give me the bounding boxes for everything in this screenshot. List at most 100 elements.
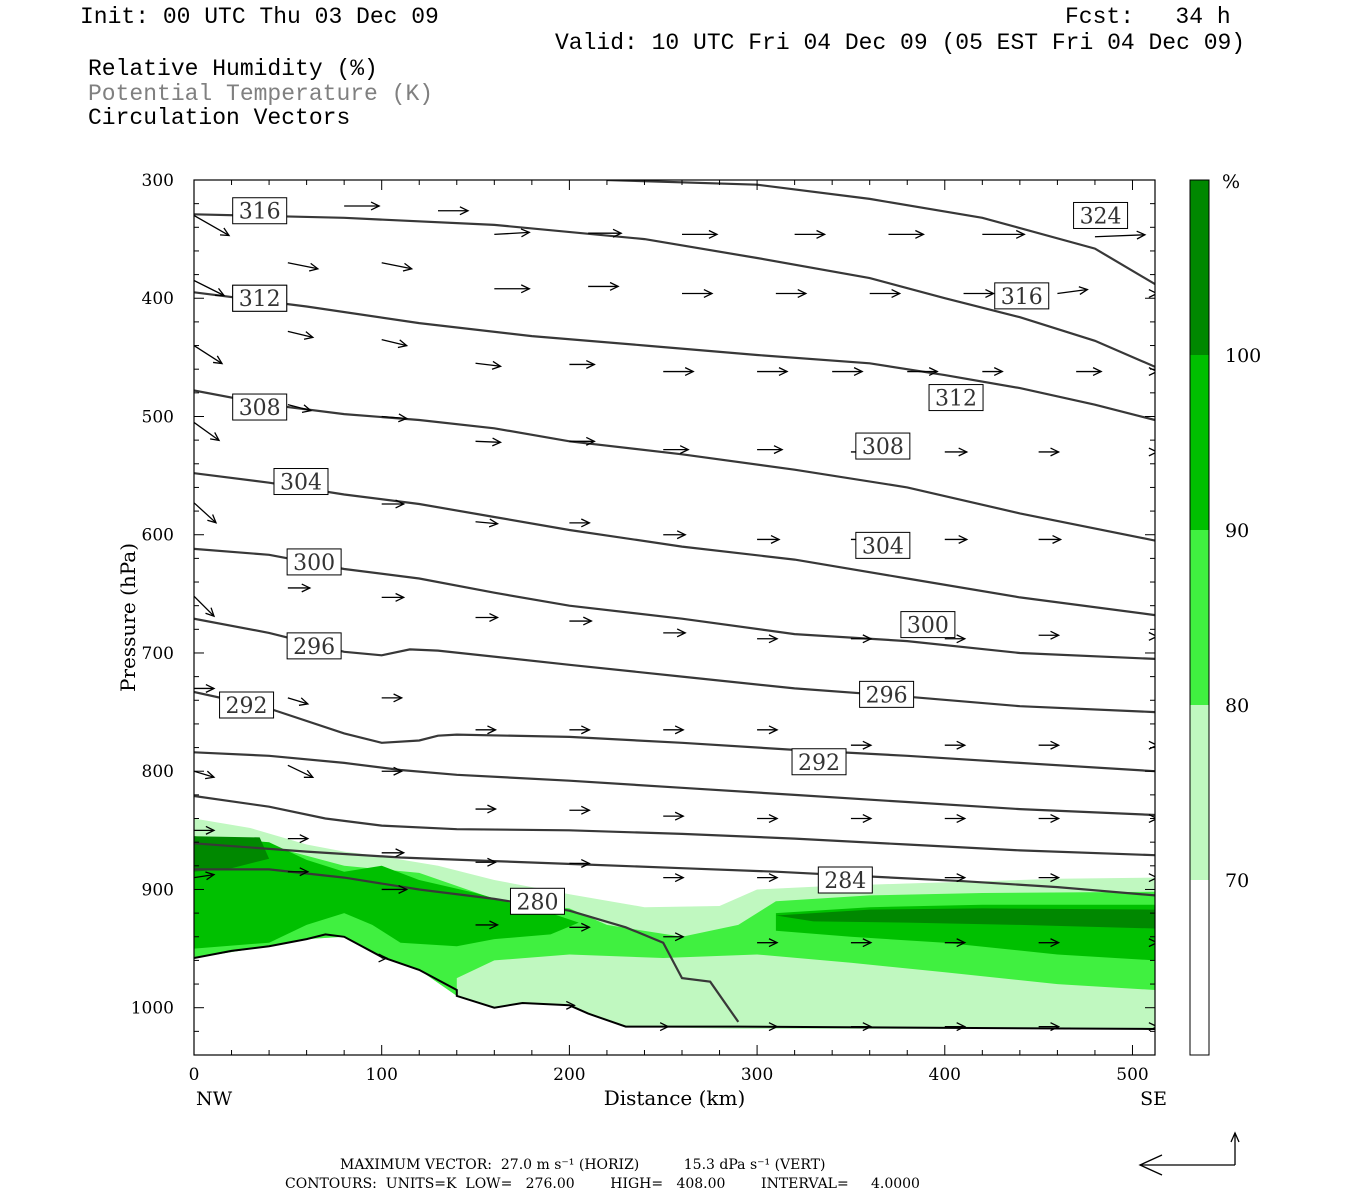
circulation-vector [1038, 534, 1063, 544]
vector-head [566, 1000, 576, 1010]
x-tick-label: 200 [553, 1065, 585, 1085]
vector-shaft [1094, 234, 1145, 238]
isentrope-label-text: 296 [866, 683, 908, 708]
vector-head [207, 514, 218, 524]
circulation-vector [659, 1022, 670, 1032]
y-tick-label: 900 [142, 880, 174, 900]
colorbar-label: 80 [1225, 695, 1249, 717]
circulation-vector [832, 367, 864, 377]
x-axis-title: Distance (km) [604, 1086, 746, 1110]
isentrope-label-text: 304 [862, 534, 904, 559]
isentrope-label: 292 [791, 748, 847, 776]
contours-note: CONTOURS: UNITS=K LOW= 276.00 HIGH= 408.… [285, 1176, 920, 1192]
circulation-vector [869, 289, 902, 299]
vector-head [985, 289, 996, 299]
vector-shaft [194, 214, 230, 237]
vector-shaft [194, 873, 215, 879]
circulation-vector [381, 499, 406, 509]
vector-head [816, 229, 827, 239]
circulation-vector [588, 281, 620, 291]
isentrope-label-text: 304 [280, 471, 322, 496]
isentrope-308 [194, 472, 1155, 617]
vector-shaft [287, 697, 309, 705]
circulation-vector [588, 228, 623, 238]
vector-head [398, 884, 409, 894]
circulation-vector [381, 592, 406, 602]
circulation-vector [194, 871, 216, 881]
circulation-vector [381, 338, 409, 349]
circulation-vector [1038, 814, 1061, 824]
circulation-vector [850, 1022, 873, 1032]
isentrope-288 [194, 794, 1155, 857]
vector-head [609, 281, 620, 291]
vector-head [1148, 938, 1155, 948]
vector-head [1148, 631, 1155, 641]
circulation-vector [663, 530, 687, 540]
vector-head [205, 770, 216, 780]
vector-head [956, 873, 967, 883]
vector-head [768, 873, 779, 883]
vector-head [489, 920, 500, 930]
vector-head [770, 534, 781, 544]
circulation-vector [888, 229, 925, 239]
vector-head [586, 436, 596, 446]
circulation-vector [963, 289, 996, 299]
circulation-vector [944, 938, 967, 948]
vector-shaft [381, 262, 412, 270]
circulation-vector [194, 770, 216, 780]
vector-head [205, 871, 216, 881]
vector-head [862, 814, 873, 824]
circulation-vector [194, 683, 216, 693]
circulation-vector [1148, 447, 1155, 457]
vector-head [862, 938, 873, 948]
isentrope-label-text: 280 [516, 890, 558, 915]
circulation-vector [1038, 1022, 1061, 1032]
vector-head [219, 227, 231, 237]
vector-shaft [475, 521, 498, 525]
vector-head [303, 331, 315, 340]
circulation-vector [1148, 631, 1155, 641]
isentrope-label-text: 300 [293, 551, 335, 576]
circulation-vector [475, 518, 500, 528]
se-label: SE [1140, 1088, 1167, 1110]
vector-head [891, 289, 902, 299]
isentrope-label-text: 308 [862, 435, 904, 460]
circulation-vector [757, 367, 789, 377]
circulation-vector [381, 413, 409, 423]
terrain-line [194, 933, 1155, 1030]
vector-head [520, 228, 531, 238]
circulation-vector [850, 740, 873, 750]
vector-head [1148, 447, 1155, 457]
circulation-vector [757, 938, 779, 948]
isentrope-label-box [791, 748, 847, 776]
vector-head [956, 814, 967, 824]
vector-head [1050, 938, 1061, 948]
colorbar-label: 100 [1225, 345, 1261, 367]
isentrope-label-box [509, 887, 565, 915]
circulation-vector [757, 814, 779, 824]
y-tick-label: 800 [142, 762, 174, 782]
vector-head [768, 1022, 779, 1032]
init-time: Init: 00 UTC Thu 03 Dec 09 [80, 4, 439, 30]
vector-shaft [381, 338, 407, 347]
x-tick-label: 100 [365, 1065, 397, 1085]
circulation-vector [194, 214, 231, 237]
circulation-vector [663, 873, 685, 883]
isentrope-label-box [286, 548, 342, 576]
vector-head [1052, 534, 1063, 544]
nw-label: NW [196, 1088, 233, 1110]
vector-head [1050, 740, 1061, 750]
vector-shaft [194, 421, 220, 441]
circulation-vector [381, 262, 414, 272]
vector-head [956, 1022, 967, 1032]
circulation-vector [757, 534, 781, 544]
vector-shaft [194, 502, 217, 524]
isentrope-label-box [273, 468, 329, 496]
circulation-vector [757, 634, 779, 644]
vector-head [489, 613, 500, 622]
rh-region-100 [775, 908, 1155, 929]
isentrope-label-text: 308 [239, 396, 281, 421]
vector-head [378, 953, 389, 963]
colorbar-label: 70 [1225, 870, 1249, 892]
circulation-vector [794, 229, 827, 239]
